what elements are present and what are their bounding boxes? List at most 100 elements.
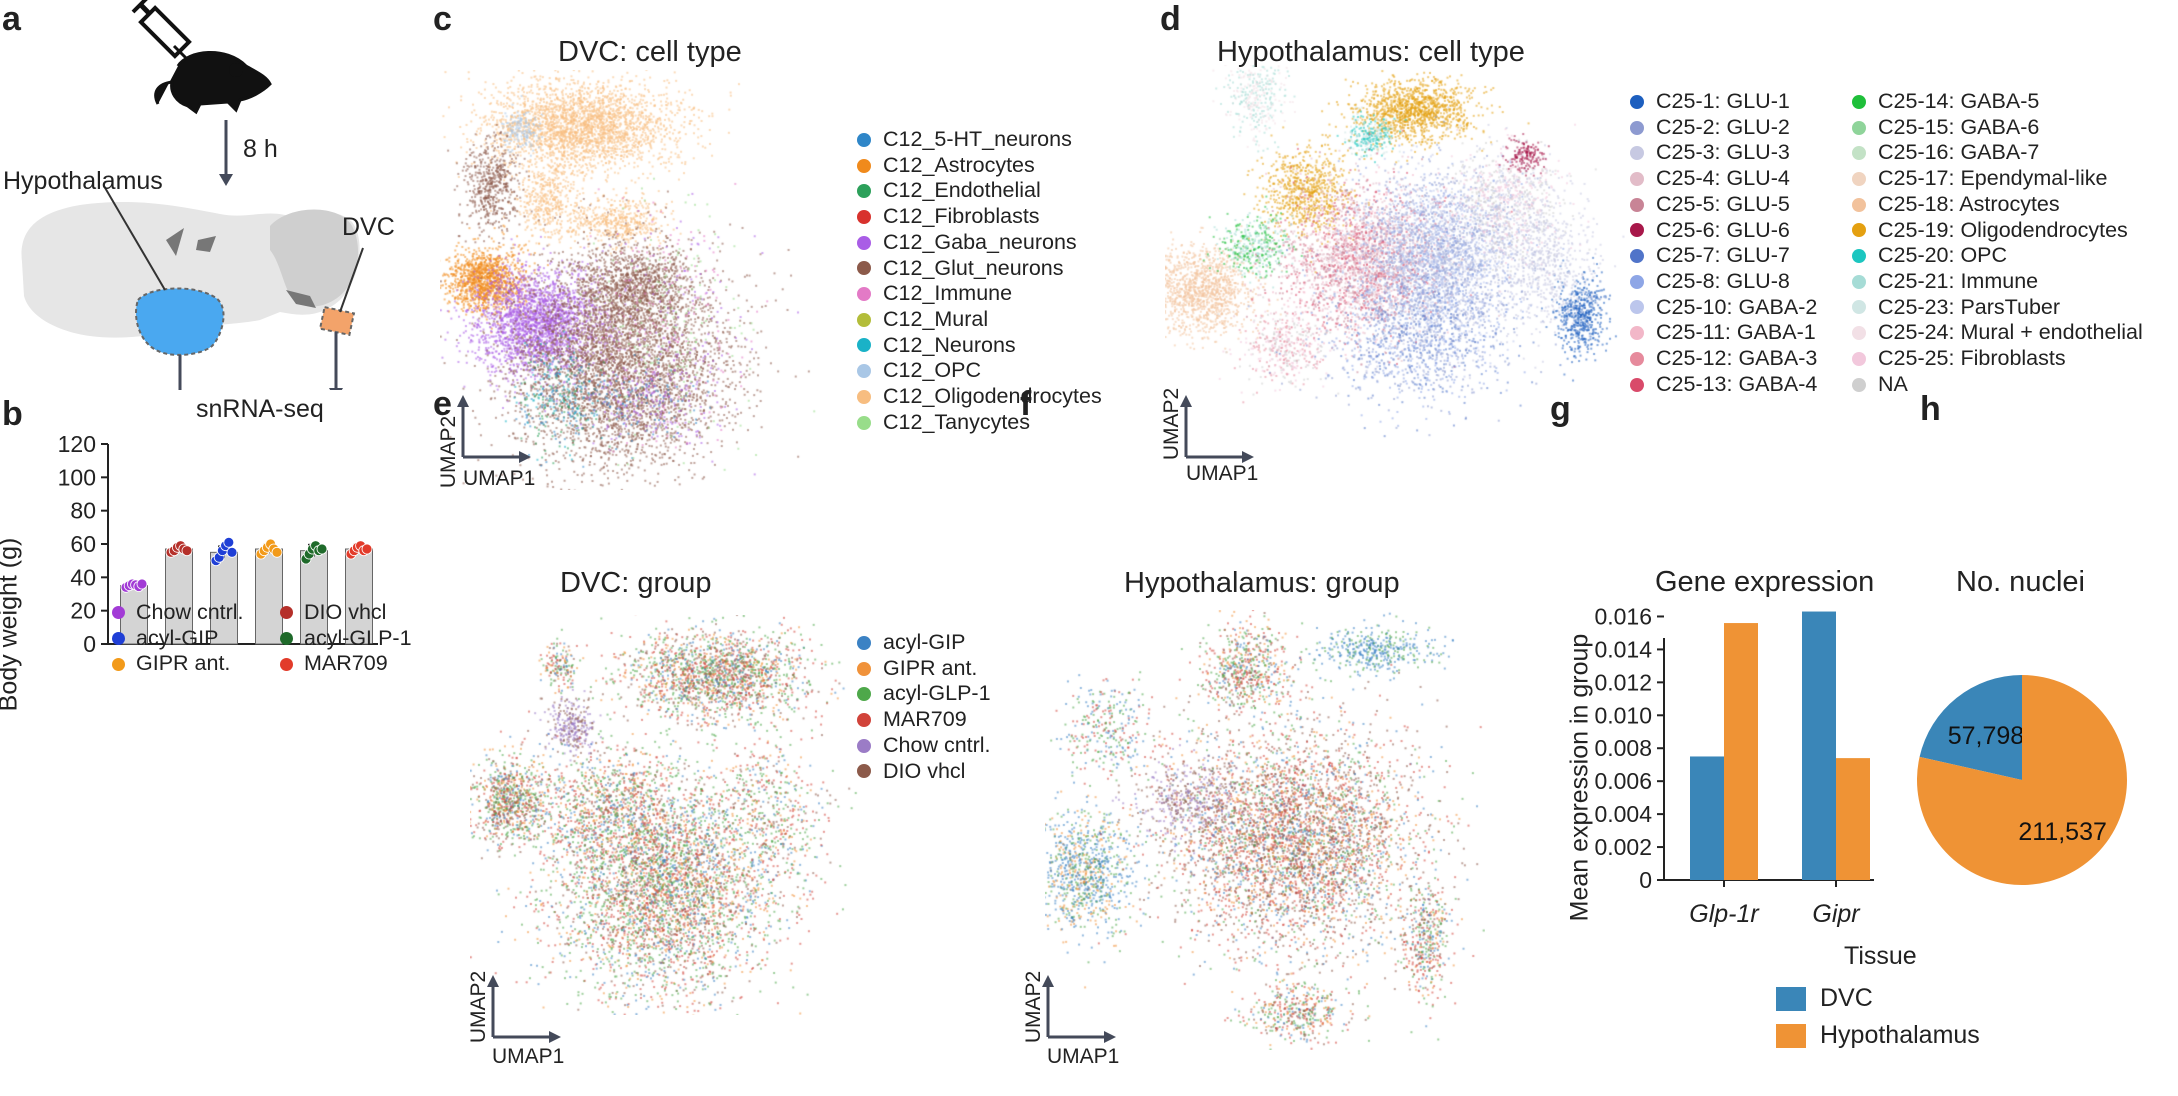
legend-label: NA [1878, 371, 1908, 396]
legend-label: C25-16: GABA-7 [1878, 140, 2040, 165]
legend-marker [1852, 326, 1866, 341]
time-label: 8 h [243, 135, 278, 163]
mouse-icon [154, 51, 272, 115]
y-tick-label: 20 [70, 598, 96, 624]
hyp-legend-item: C25-15: GABA-6 [1852, 115, 2143, 141]
legend-marker [857, 764, 871, 779]
legend-marker [280, 606, 293, 620]
tissue-legend-title: Tissue [1844, 942, 1917, 970]
y-tick-label: 0.014 [1594, 636, 1652, 662]
legend-marker [1630, 351, 1644, 366]
umap2-label-c: UMAP2 [437, 415, 461, 489]
legend-label: DIO vhcl [304, 600, 387, 624]
legend-marker [857, 635, 871, 650]
hyp-legend-item: C25-21: Immune [1852, 269, 2143, 295]
umap-axes-c [457, 395, 531, 463]
hyp-legend-item: NA [1852, 372, 2143, 398]
method-label: snRNA-seq [196, 395, 324, 423]
legend-marker [857, 712, 871, 727]
bar [345, 548, 373, 645]
dvc-label: DVC [342, 213, 395, 241]
celltype-legend-item: C12_Endothelial [857, 178, 1102, 204]
legend-b-left: Chow cntrl. acyl-GIP GIPR ant. [112, 600, 244, 677]
legend-swatch [1776, 1023, 1806, 1048]
celltype-legend-item: C12_Gaba_neurons [857, 230, 1102, 256]
legend-marker [1630, 120, 1644, 135]
celltype-legend-item: C12_Immune [857, 281, 1102, 307]
hyp-legend-item: C25-24: Mural + endothelial [1852, 320, 2143, 346]
legend-label: C25-21: Immune [1878, 268, 2039, 293]
dvc-group-title: DVC: group [560, 567, 712, 599]
umap1-label-d: UMAP1 [1186, 462, 1259, 485]
hyp-legend-item: C25-5: GLU-5 [1630, 192, 1817, 218]
hyp-legend-item: C25-14: GABA-5 [1852, 89, 2143, 115]
bar [1802, 611, 1836, 880]
hyp-celltype-legend-right: C25-14: GABA-5 C25-15: GABA-6 C25-16: GABA… [1852, 89, 2143, 397]
y-tick-label: 120 [58, 431, 96, 457]
bar [1690, 756, 1724, 880]
gene-expression-chart: 0 0.002 0.004 0.006 0.008 0.010 0.012 0.014 0.01… [1594, 603, 1874, 928]
x-tick-label: Gipr [1812, 900, 1861, 928]
hypothalamus-label: Hypothalamus [3, 167, 163, 195]
celltype-legend-item: C12_Neurons [857, 333, 1102, 359]
nuclei-pie-chart: 57,798 211,537 [1917, 675, 2127, 885]
legend-marker [1852, 171, 1866, 186]
celltype-legend-item: C12_Mural [857, 307, 1102, 333]
legend-marker [1630, 146, 1644, 161]
dvc-celltype-umap [440, 70, 860, 490]
legend-swatch [1776, 986, 1806, 1011]
legend-label: C25-7: GLU-7 [1656, 243, 1790, 268]
legend-marker [1852, 274, 1866, 289]
tissue-legend-item: DVC [1776, 980, 1980, 1017]
legend-label: acyl-GIP [136, 625, 219, 650]
hyp-legend-item: C25-13: GABA-4 [1630, 372, 1817, 398]
legend-label: C25-14: GABA-5 [1878, 89, 2040, 113]
hyp-legend-item: C25-20: OPC [1852, 243, 2143, 269]
celltype-legend-item: C12_OPC [857, 358, 1102, 384]
y-tick-label: 0.016 [1594, 603, 1652, 629]
legend-marker [857, 287, 871, 302]
hyp-legend-item: C25-8: GLU-8 [1630, 269, 1817, 295]
data-point [136, 578, 148, 590]
legend-label: MAR709 [304, 651, 388, 676]
legend-b-right: DIO vhcl acyl-GLP-1 MAR709 [280, 600, 412, 677]
celltype-legend-item: C12_Fibroblasts [857, 204, 1102, 230]
hyp-legend-item: C25-17: Ependymal-like [1852, 166, 2143, 192]
bar [1724, 623, 1758, 880]
legend-marker [857, 338, 871, 353]
bodyweight-legend-item: GIPR ant. [112, 651, 244, 677]
hyp-legend-item: C25-10: GABA-2 [1630, 295, 1817, 321]
panel-letter-b: b [2, 395, 23, 433]
legend-label: C12_Gaba_neurons [883, 229, 1077, 254]
y-tick-label: 100 [58, 464, 96, 490]
body-weight-ylabel: Body weight (g) [0, 537, 23, 712]
legend-label: C12_Tanycytes [883, 409, 1030, 434]
hyp-group-title: Hypothalamus: group [1124, 567, 1400, 599]
legend-marker [1852, 197, 1866, 212]
legend-label: C12_Glut_neurons [883, 255, 1064, 280]
y-tick-label: 0.010 [1594, 702, 1652, 728]
group-legend-item: Chow cntrl. [857, 733, 991, 759]
hyp-group-umap [1045, 610, 1485, 1050]
x-tick-label: Glp-1r [1689, 900, 1760, 928]
legend-label: acyl-GIP [883, 630, 966, 654]
legend-label: Chow cntrl. [883, 732, 991, 757]
bodyweight-legend-item: MAR709 [280, 651, 412, 677]
legend-label: C25-4: GLU-4 [1656, 166, 1790, 191]
legend-marker [112, 606, 125, 620]
legend-label: DIO vhcl [883, 758, 966, 783]
legend-marker [857, 184, 871, 199]
legend-label: Hypothalamus [1820, 1021, 1980, 1049]
legend-marker [1852, 351, 1866, 366]
legend-label: C25-25: Fibroblasts [1878, 346, 2066, 371]
data-point [226, 546, 238, 558]
y-tick-label: 40 [70, 564, 96, 590]
legend-label: GIPR ant. [136, 651, 231, 676]
legend-marker [1852, 377, 1866, 392]
legend-label: MAR709 [883, 707, 967, 732]
body-weight-chart: 0 20 40 60 80 100 120 [58, 431, 378, 657]
umap-axes-d [1180, 395, 1254, 463]
gene-expression-ylabel: Mean expression in group [1565, 633, 1594, 922]
legend-marker [857, 389, 871, 404]
celltype-legend-item: C12_Glut_neurons [857, 256, 1102, 282]
